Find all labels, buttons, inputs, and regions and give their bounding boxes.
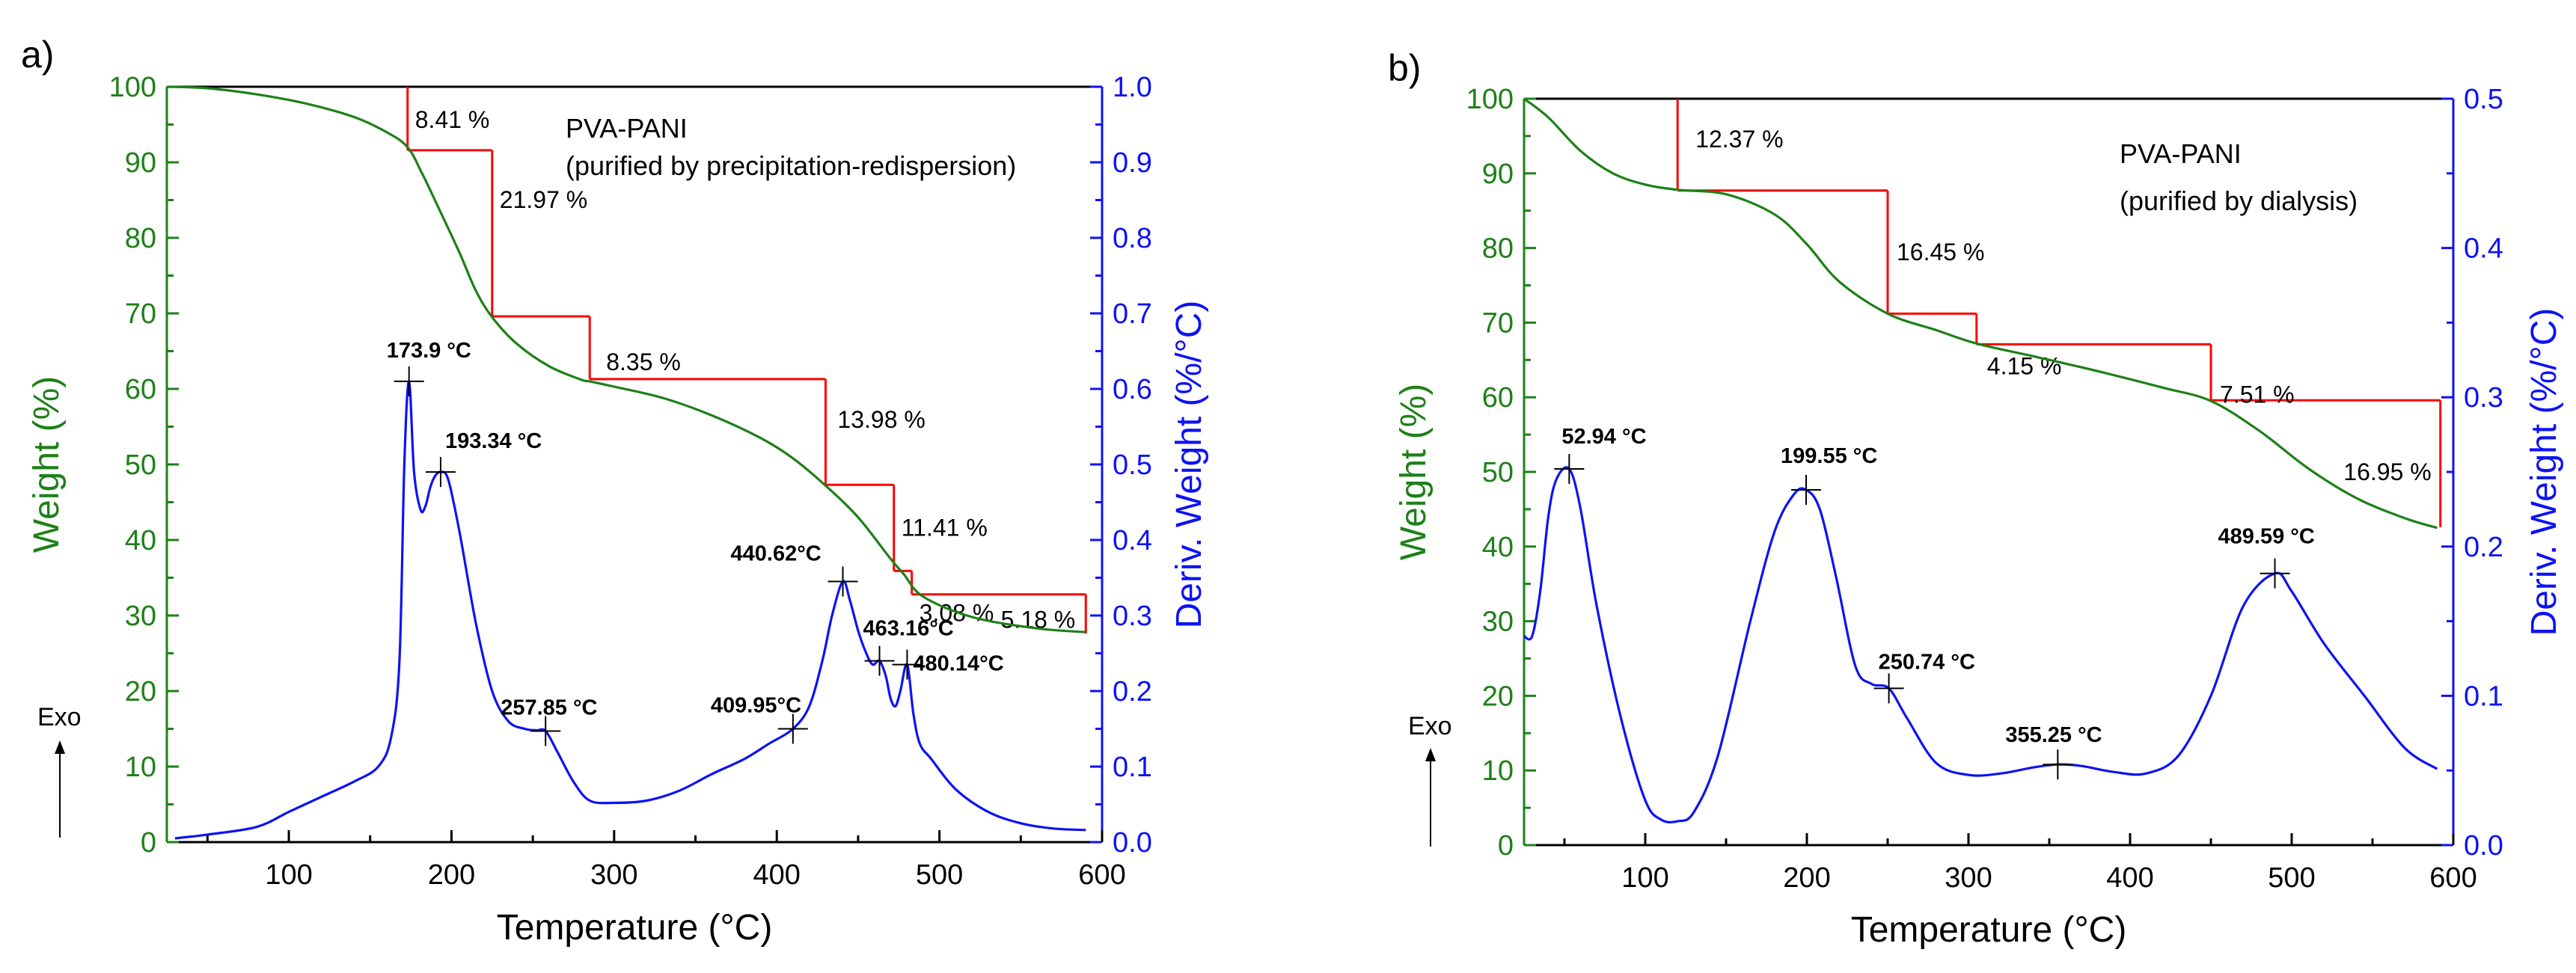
- right-y-tick-label: 0.3: [1113, 601, 1152, 632]
- right-y-axis-label: Deriv. Weight (%/°C): [1169, 301, 1209, 629]
- left-y-tick-label: 40: [125, 525, 156, 556]
- left-y-tick-label: 0: [1498, 830, 1514, 862]
- right-y-tick-label: 0.5: [1113, 449, 1152, 481]
- panel-label: a): [21, 34, 54, 76]
- peak-label: 250.74 °C: [1879, 650, 1975, 674]
- left-y-tick-label: 80: [125, 223, 156, 254]
- right-y-tick-label: 0.3: [2464, 382, 2503, 414]
- step-loss-label: 8.41 %: [415, 106, 490, 133]
- left-y-tick-label: 60: [125, 374, 156, 405]
- chart-panel-b: b) 100 200 300 400 500 600 0 10 20 30 40 50 60 70 80 90 1…: [1388, 47, 2564, 950]
- panel-label: b): [1388, 47, 1421, 89]
- peak-label: 480.14°C: [913, 652, 1003, 676]
- left-y-tick-label: 30: [125, 601, 156, 632]
- left-y-tick-label: 0: [141, 827, 156, 859]
- x-tick-label: 200: [428, 859, 475, 891]
- left-y-tick-label: 20: [1482, 681, 1514, 712]
- exo-arrow-head: [55, 740, 65, 754]
- right-y-tick-label: 0.2: [1113, 676, 1152, 708]
- left-y-tick-label: 90: [1482, 159, 1514, 190]
- right-y-tick-label: 0.4: [2464, 233, 2503, 265]
- left-y-tick-label: 80: [1482, 233, 1514, 265]
- x-tick-label: 300: [590, 859, 637, 891]
- chart-title-line: (purified by dialysis): [2120, 185, 2358, 216]
- right-y-tick-label: 0.2: [2464, 532, 2503, 563]
- left-y-tick-label: 20: [125, 676, 156, 708]
- left-y-tick-label: 100: [1466, 84, 1514, 115]
- weight-curve: [166, 85, 1086, 633]
- step-loss-label: 4.15 %: [1987, 352, 2062, 379]
- step-loss-label: 13.98 %: [837, 406, 925, 433]
- right-y-tick-label: 0.0: [2464, 830, 2503, 862]
- right-y-tick-label: 0.0: [1113, 827, 1152, 859]
- peak-label: 355.25 °C: [2005, 723, 2102, 747]
- right-y-tick-label: 0.9: [1113, 147, 1152, 179]
- peak-label: 173.9 °C: [387, 339, 471, 363]
- x-tick-label: 500: [2268, 862, 2315, 894]
- left-y-tick-label: 90: [125, 147, 156, 179]
- x-tick-label: 400: [2106, 862, 2153, 894]
- step-loss-label: 8.35 %: [606, 349, 681, 375]
- peak-label: 440.62°C: [731, 542, 822, 566]
- x-tick-label: 100: [265, 859, 312, 891]
- x-axis-label: Temperature (°C): [1851, 910, 2127, 950]
- peak-label: 409.95°C: [711, 694, 801, 718]
- x-tick-label: 100: [1621, 862, 1668, 894]
- chart-title-line: PVA-PANI: [566, 113, 688, 144]
- left-y-tick-label: 50: [1482, 457, 1514, 488]
- left-y-tick-label: 30: [1482, 607, 1514, 638]
- x-tick-label: 500: [916, 859, 963, 891]
- peak-label: 199.55 °C: [1781, 444, 1877, 468]
- right-y-tick-label: 0.1: [1113, 752, 1152, 783]
- right-y-tick-label: 1.0: [1113, 72, 1152, 103]
- peak-label: 257.85 °C: [501, 696, 597, 720]
- step-loss-label: 7.51 %: [2220, 381, 2295, 408]
- left-y-tick-label: 70: [1482, 307, 1514, 339]
- right-y-tick-label: 0.7: [1113, 298, 1152, 330]
- left-y-tick-label: 70: [125, 298, 156, 330]
- step-loss-label: 21.97 %: [500, 186, 587, 213]
- x-tick-label: 400: [753, 859, 801, 891]
- right-y-tick-label: 0.5: [2464, 84, 2503, 115]
- left-y-tick-label: 10: [125, 752, 156, 783]
- exo-arrow-head: [1425, 748, 1436, 761]
- peak-label: 489.59 °C: [2218, 525, 2315, 549]
- left-y-tick-label: 100: [109, 72, 156, 103]
- weight-curve: [1523, 97, 2438, 530]
- peak-label: 193.34 °C: [445, 429, 542, 453]
- deriv-weight-curve: [1523, 466, 2438, 824]
- x-tick-label: 600: [2429, 862, 2476, 894]
- step-loss-label: 16.95 %: [2343, 458, 2431, 485]
- right-y-axis-label: Deriv. Weight (%/°C): [2524, 308, 2564, 636]
- left-y-tick-label: 50: [125, 449, 156, 481]
- left-y-tick-label: 60: [1482, 382, 1514, 414]
- exo-label: Exo: [37, 703, 82, 731]
- left-y-axis-label: Weight (%): [27, 376, 67, 553]
- deriv-weight-curve: [174, 380, 1086, 840]
- right-y-tick-label: 0.1: [2464, 681, 2503, 712]
- exo-label: Exo: [1408, 712, 1452, 740]
- step-loss-label: 16.45 %: [1897, 239, 1984, 265]
- x-tick-label: 300: [1945, 862, 1992, 894]
- chart-title-line: PVA-PANI: [2120, 138, 2242, 169]
- x-tick-label: 600: [1078, 859, 1125, 891]
- chart-title-line: (purified by precipitation-redispersion): [566, 150, 1016, 181]
- left-y-axis-label: Weight (%): [1394, 384, 1434, 561]
- chart-panel-a: a) 100 200 300 400 500 600 0 10 20 30 40 50 60 70 80 90 1…: [21, 34, 1209, 948]
- peak-label: 463.16°C: [863, 617, 954, 641]
- right-y-tick-label: 0.6: [1113, 374, 1152, 405]
- left-y-tick-label: 40: [1482, 532, 1514, 563]
- step-loss-label: 11.41 %: [902, 514, 988, 541]
- left-y-tick-label: 10: [1482, 755, 1514, 787]
- peak-label: 52.94 °C: [1561, 425, 1646, 449]
- x-axis-label: Temperature (°C): [497, 908, 773, 948]
- step-loss-label: 12.37 %: [1695, 126, 1783, 153]
- right-y-tick-label: 0.8: [1113, 223, 1152, 254]
- x-tick-label: 200: [1783, 862, 1830, 894]
- right-y-tick-label: 0.4: [1113, 525, 1152, 556]
